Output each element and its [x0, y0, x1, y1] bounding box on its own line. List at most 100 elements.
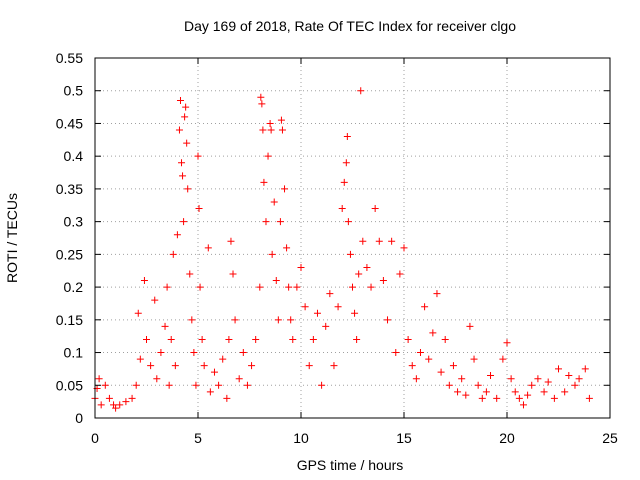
- data-point: [277, 116, 285, 124]
- data-point: [231, 316, 239, 324]
- data-point: [293, 283, 301, 291]
- data-point: [363, 263, 371, 271]
- data-point: [396, 270, 404, 278]
- x-axis-ticks: 0 5 10 15 20 25: [91, 58, 618, 446]
- data-point: [283, 244, 291, 252]
- data-point: [474, 381, 482, 389]
- data-point: [264, 152, 272, 160]
- data-point: [585, 394, 593, 402]
- data-point: [404, 335, 412, 343]
- data-point: [268, 250, 276, 258]
- data-point: [252, 335, 260, 343]
- data-point: [437, 368, 445, 376]
- y-tick-label: 0.4: [64, 148, 84, 164]
- x-tick-label: 5: [194, 430, 202, 446]
- data-point: [487, 371, 495, 379]
- data-point: [534, 375, 542, 383]
- data-point: [375, 237, 383, 245]
- y-axis-label: ROTI / TECUs: [4, 193, 20, 283]
- data-point: [204, 244, 212, 252]
- data-point: [95, 375, 103, 383]
- data-point: [346, 250, 354, 258]
- data-point: [433, 290, 441, 298]
- y-tick-label: 0.2: [64, 279, 84, 295]
- data-point: [466, 322, 474, 330]
- data-point: [519, 401, 527, 409]
- data-point: [223, 394, 231, 402]
- data-point: [183, 139, 191, 147]
- data-point: [248, 362, 256, 370]
- data-point: [276, 218, 284, 226]
- data-point: [289, 335, 297, 343]
- data-point: [259, 126, 267, 134]
- data-point: [186, 270, 194, 278]
- y-tick-label: 0.45: [56, 115, 83, 131]
- data-point: [136, 355, 144, 363]
- data-point: [169, 250, 177, 258]
- data-point: [180, 218, 188, 226]
- data-point: [326, 290, 334, 298]
- data-point: [243, 381, 251, 389]
- data-point: [116, 401, 124, 409]
- data-point: [470, 355, 478, 363]
- x-tick-label: 10: [293, 430, 309, 446]
- data-point: [184, 185, 192, 193]
- data-point: [528, 381, 536, 389]
- y-tick-label: 0.05: [56, 377, 83, 393]
- data-point: [153, 375, 161, 383]
- data-point: [176, 97, 184, 105]
- y-tick-label: 0: [75, 410, 83, 426]
- data-point: [190, 349, 198, 357]
- data-point: [227, 237, 235, 245]
- data-point: [330, 362, 338, 370]
- data-point: [147, 362, 155, 370]
- data-point: [445, 381, 453, 389]
- data-point: [454, 388, 462, 396]
- data-point: [198, 335, 206, 343]
- data-point: [163, 283, 171, 291]
- data-point: [270, 198, 278, 206]
- data-point: [334, 303, 342, 311]
- data-point: [555, 365, 562, 373]
- data-point: [134, 309, 142, 317]
- data-point: [239, 349, 247, 357]
- data-point: [165, 381, 173, 389]
- data-point: [229, 270, 237, 278]
- data-point: [507, 375, 515, 383]
- data-point: [384, 316, 392, 324]
- data-point: [179, 172, 187, 180]
- data-point: [429, 329, 437, 337]
- data-point: [305, 362, 313, 370]
- data-point: [140, 277, 148, 285]
- data-point: [101, 381, 109, 389]
- data-point: [478, 394, 486, 402]
- y-tick-label: 0.5: [64, 83, 84, 99]
- data-point: [112, 404, 120, 412]
- data-point: [196, 283, 204, 291]
- data-point: [561, 388, 569, 396]
- data-point: [210, 368, 218, 376]
- grid-lines: [95, 58, 610, 418]
- data-point: [215, 381, 223, 389]
- data-point: [181, 113, 189, 121]
- x-tick-label: 15: [396, 430, 412, 446]
- data-point: [371, 205, 379, 213]
- y-tick-label: 0.35: [56, 181, 83, 197]
- data-point: [122, 398, 130, 406]
- data-point: [128, 394, 136, 402]
- data-point: [178, 159, 186, 167]
- data-points: [91, 87, 593, 412]
- data-point: [171, 362, 179, 370]
- data-point: [515, 394, 523, 402]
- data-point: [343, 133, 351, 141]
- data-point: [260, 178, 268, 186]
- data-point: [161, 322, 169, 330]
- data-point: [462, 391, 470, 399]
- data-point: [287, 316, 295, 324]
- data-point: [257, 93, 265, 101]
- data-point: [272, 277, 280, 285]
- data-point: [318, 381, 326, 389]
- x-tick-label: 25: [602, 430, 618, 446]
- data-point: [511, 388, 519, 396]
